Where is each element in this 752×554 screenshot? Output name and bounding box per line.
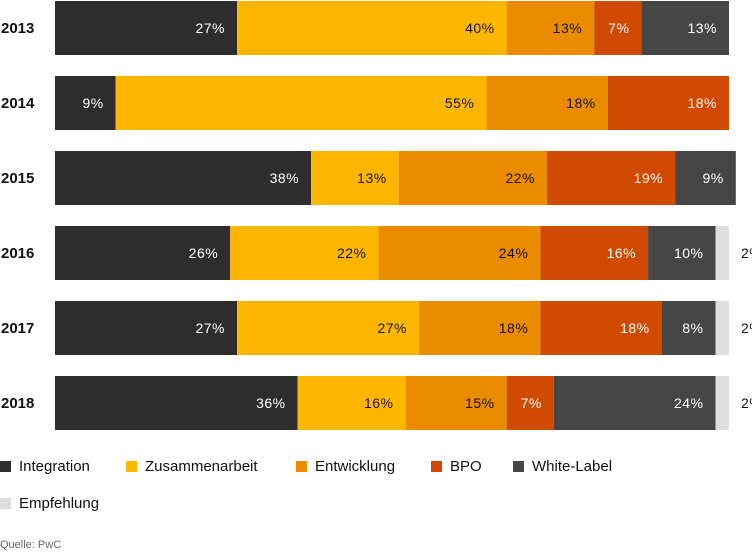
bar-2017-entwicklung [419, 301, 541, 355]
year-label-2017: 2017 [1, 320, 34, 337]
bar-2018-zusammenarbeit [297, 376, 406, 430]
value-label-2017-bpo: 18% [620, 320, 650, 336]
bar-2015-zusammenarbeit [311, 151, 399, 205]
value-label-2016-whitelabel: 10% [674, 245, 704, 261]
legend-label-bpo: BPO [450, 458, 482, 475]
legend-item-empfehlung: Empfehlung [0, 495, 99, 512]
bar-2013-entwicklung [506, 1, 595, 55]
value-label-2013-integration: 27% [195, 20, 225, 36]
value-label-2013-zusammenarbeit: 40% [465, 20, 495, 36]
value-label-2015-entwicklung: 22% [505, 170, 535, 186]
value-label-2015-zusammenarbeit: 13% [357, 170, 387, 186]
year-label-2018: 2018 [1, 395, 34, 412]
bar-2016-empfehlung [715, 226, 729, 280]
value-label-2016-bpo: 16% [607, 245, 637, 261]
bar-2018-bpo [506, 376, 554, 430]
value-label-2014-entwicklung: 18% [566, 95, 596, 111]
bar-2018-whitelabel [553, 376, 716, 430]
value-label-2018-integration: 36% [256, 395, 286, 411]
bar-2015-whitelabel [675, 151, 736, 205]
value-label-2017-whitelabel: 8% [682, 320, 703, 336]
value-label-2016-entwicklung: 24% [499, 245, 529, 261]
value-label-2013-whitelabel: 13% [687, 20, 717, 36]
bar-2014-bpo [607, 76, 729, 130]
value-label-2014-bpo: 18% [687, 95, 717, 111]
year-label-2014: 2014 [1, 95, 35, 112]
bar-2016-entwicklung [378, 226, 541, 280]
bar-2016-whitelabel [648, 226, 716, 280]
value-label-2018-whitelabel: 24% [674, 395, 704, 411]
legend-label-integration: Integration [19, 458, 90, 475]
bar-2013-integration [55, 1, 237, 55]
year-label-2016: 2016 [1, 245, 34, 262]
legend-label-empfehlung: Empfehlung [19, 495, 100, 512]
stacked-bar-chart: 2013 27% 40% 13% 7% 13% 2014 9% 55% 18% 18% 2015 38%… [1, 1, 752, 430]
value-label-2014-zusammenarbeit: 55% [445, 95, 475, 111]
bar-2016-bpo [540, 226, 649, 280]
bar-2014-integration [55, 76, 116, 130]
value-label-2015-whitelabel: 9% [702, 170, 723, 186]
bar-2015-bpo [547, 151, 676, 205]
value-label-2018-bpo: 7% [521, 395, 542, 411]
bar-2017-empfehlung [715, 301, 729, 355]
value-label-2016-empfehlung: 2% [741, 245, 752, 261]
bar-2014-zusammenarbeit [115, 76, 487, 130]
legend-swatch-empfehlung [0, 498, 11, 509]
legend-item-entwicklung: Entwicklung [296, 458, 395, 475]
legend: Integration Zusammenarbeit Entwicklung B… [0, 452, 752, 522]
legend-label-entwicklung: Entwicklung [315, 458, 396, 475]
value-label-2017-entwicklung: 18% [499, 320, 529, 336]
legend-label-zusammenarbeit: Zusammenarbeit [145, 458, 258, 475]
bar-2018-integration [55, 376, 298, 430]
bar-2016-integration [55, 226, 231, 280]
legend-swatch-white-label [513, 461, 524, 472]
bar-2013-whitelabel [641, 1, 729, 55]
legend-item-integration: Integration [0, 458, 90, 475]
bar-2017-zusammenarbeit [237, 301, 419, 355]
value-label-2018-zusammenarbeit: 16% [364, 395, 394, 411]
legend-swatch-entwicklung [296, 461, 307, 472]
bar-2018-entwicklung [405, 376, 507, 430]
bar-2018-empfehlung [715, 376, 729, 430]
value-label-2013-bpo: 7% [608, 20, 629, 36]
legend-swatch-integration [0, 461, 11, 472]
value-label-2014-integration: 9% [82, 95, 103, 111]
value-label-2018-entwicklung: 15% [465, 395, 495, 411]
legend-item-bpo: BPO [431, 458, 482, 475]
value-label-2017-empfehlung: 2% [741, 320, 752, 336]
value-label-2016-zusammenarbeit: 22% [337, 245, 367, 261]
value-label-2017-integration: 27% [195, 320, 225, 336]
bar-2013-zusammenarbeit [237, 1, 507, 55]
legend-swatch-bpo [431, 461, 442, 472]
legend-swatch-zusammenarbeit [126, 461, 137, 472]
year-label-2013: 2013 [1, 20, 34, 37]
bar-2017-bpo [540, 301, 662, 355]
bar-2017-whitelabel [661, 301, 716, 355]
legend-label-white-label: White-Label [532, 458, 613, 475]
legend-item-zusammenarbeit: Zusammenarbeit [126, 458, 258, 475]
value-label-2013-entwicklung: 13% [553, 20, 583, 36]
value-label-2016-integration: 26% [189, 245, 219, 261]
source-note: Quelle: PwC [0, 539, 62, 551]
bar-2016-zusammenarbeit [230, 226, 379, 280]
year-label-2015: 2015 [1, 170, 34, 187]
legend-item-white-label: White-Label [513, 458, 612, 475]
value-label-2015-bpo: 19% [634, 170, 664, 186]
bar-2015-entwicklung [398, 151, 547, 205]
value-label-2015-integration: 38% [270, 170, 300, 186]
value-label-2018-empfehlung: 2% [741, 395, 752, 411]
bar-2014-entwicklung [486, 76, 608, 130]
bar-2015-integration [55, 151, 312, 205]
bar-2017-integration [55, 301, 237, 355]
value-label-2017-zusammenarbeit: 27% [377, 320, 407, 336]
bar-2013-bpo [594, 1, 642, 55]
